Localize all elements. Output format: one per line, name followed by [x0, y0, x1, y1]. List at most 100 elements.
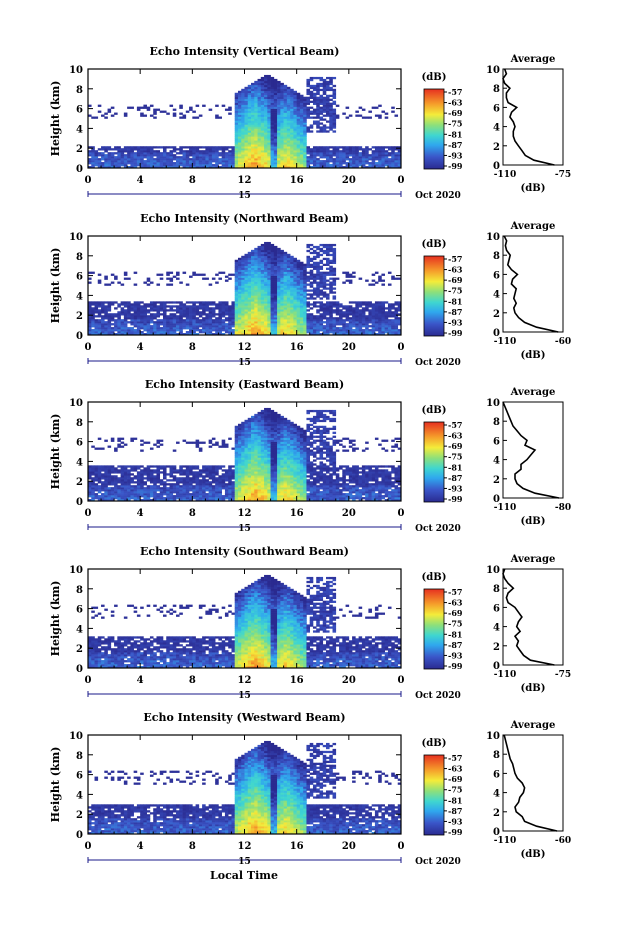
heatmap-cell: [257, 329, 262, 332]
heatmap-cell: [146, 333, 151, 336]
heatmap-cell: [237, 120, 242, 123]
heatmap-cell: [127, 499, 131, 502]
heatmap-cell: [358, 148, 363, 151]
heatmap-cell: [237, 257, 242, 261]
heatmap-cell: [149, 329, 154, 332]
heatmap-cell: [244, 261, 249, 265]
heatmap-cell: [221, 309, 226, 312]
heatmap-cell: [270, 317, 275, 320]
heatmap-cell: [312, 108, 317, 111]
heatmap-cell: [306, 293, 311, 296]
heatmap-cell: [208, 315, 213, 318]
heatmap-cell: [143, 489, 147, 492]
heatmap-cell: [88, 317, 92, 320]
heatmap-cell: [332, 108, 337, 111]
heatmap-cell: [244, 122, 249, 125]
heatmap-cell: [159, 307, 164, 310]
heatmap-cell: [319, 106, 324, 109]
heatmap-cell: [153, 465, 157, 468]
heatmap-cell: [352, 329, 356, 332]
heatmap-cell: [172, 485, 177, 488]
heatmap-cell: [149, 447, 154, 450]
heatmap-cell: [277, 142, 281, 145]
heatmap-cell: [267, 279, 271, 282]
heatmap-cell: [234, 311, 239, 314]
heatmap-cell: [97, 166, 102, 169]
heatmap-cell: [179, 317, 183, 320]
heatmap-cell: [237, 323, 242, 326]
heatmap-cell: [267, 323, 271, 326]
heatmap-cell: [299, 311, 304, 314]
heatmap-cell: [270, 100, 275, 103]
heatmap-cell: [172, 331, 177, 334]
heatmap-cell: [241, 104, 245, 107]
heatmap-cell: [159, 465, 164, 468]
heatmap-cell: [182, 485, 187, 488]
heatmap-cell: [322, 263, 327, 266]
heatmap-cell: [211, 148, 216, 151]
heatmap-cell: [104, 479, 108, 482]
heatmap-cell: [120, 325, 125, 328]
heatmap-cell: [185, 467, 190, 470]
heatmap-cell: [169, 467, 174, 470]
heatmap-cell: [322, 279, 327, 282]
heatmap-cell: [97, 148, 102, 151]
heatmap-cell: [316, 323, 320, 326]
heatmap-cell: [127, 160, 131, 163]
heatmap-cell: [290, 108, 294, 111]
heatmap-cell: [352, 166, 356, 169]
x-tick-label: 12: [238, 175, 252, 186]
heatmap-cell: [293, 108, 297, 111]
heatmap-cell: [299, 267, 304, 270]
heatmap-cell: [299, 299, 304, 302]
heatmap-cell: [306, 110, 311, 113]
heatmap-cell: [162, 152, 167, 155]
heatmap-cell: [133, 493, 138, 496]
heatmap-cell: [97, 311, 102, 314]
heatmap-cell: [277, 148, 281, 151]
heatmap-cell: [123, 271, 128, 274]
heatmap-cell: [159, 110, 164, 113]
heatmap-cell: [286, 275, 291, 278]
heatmap-cell: [394, 313, 399, 316]
heatmap-cell: [348, 279, 353, 282]
heatmap-cell: [120, 467, 125, 470]
heatmap-cell: [277, 82, 281, 86]
heatmap-cell: [97, 104, 102, 107]
heatmap-cell: [322, 287, 327, 290]
colorbar-unit: (dB): [422, 239, 447, 250]
average-y-tick-label: 10: [486, 232, 500, 243]
heatmap-cell: [277, 90, 281, 94]
heatmap-cell: [244, 265, 249, 268]
heatmap-cell: [104, 313, 108, 316]
heatmap-cell: [162, 162, 167, 165]
heatmap-cell: [123, 156, 128, 159]
heatmap-cell: [117, 158, 121, 161]
heatmap-cell: [247, 156, 252, 159]
heatmap-cell: [273, 88, 278, 92]
heatmap-cell: [290, 283, 294, 286]
heatmap-cell: [159, 487, 164, 490]
heatmap-cell: [303, 329, 307, 332]
heatmap-cell: [332, 162, 337, 165]
heatmap-cell: [326, 333, 330, 336]
heatmap-cell: [280, 166, 284, 169]
heatmap-cell: [133, 487, 138, 490]
heatmap-cell: [221, 152, 226, 155]
heatmap-cell: [172, 477, 177, 480]
heatmap-cell: [215, 281, 219, 284]
heatmap-cell: [280, 257, 284, 261]
heatmap-cell: [371, 323, 376, 326]
heatmap-cell: [182, 271, 187, 274]
heatmap-cell: [309, 116, 314, 119]
heatmap-cell: [355, 150, 359, 153]
heatmap-cell: [381, 329, 385, 332]
heatmap-cell: [319, 249, 324, 253]
heatmap-cell: [371, 150, 376, 153]
heatmap-cell: [299, 112, 304, 115]
heatmap-cell: [231, 273, 236, 276]
heatmap-cell: [127, 497, 131, 500]
heatmap-cell: [182, 303, 187, 306]
heatmap-cell: [162, 307, 167, 310]
heatmap-cell: [149, 162, 154, 165]
